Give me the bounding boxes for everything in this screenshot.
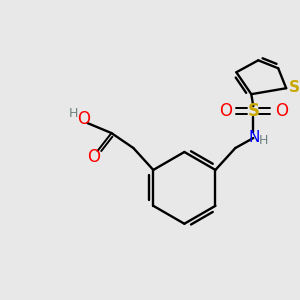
Text: O: O [87, 148, 100, 166]
Text: S: S [289, 80, 300, 95]
Text: H: H [69, 106, 78, 120]
Text: O: O [275, 102, 288, 120]
Text: O: O [219, 102, 232, 120]
Text: N: N [249, 130, 260, 145]
Text: H: H [259, 134, 268, 146]
Text: S: S [247, 102, 259, 120]
Text: O: O [77, 110, 90, 128]
